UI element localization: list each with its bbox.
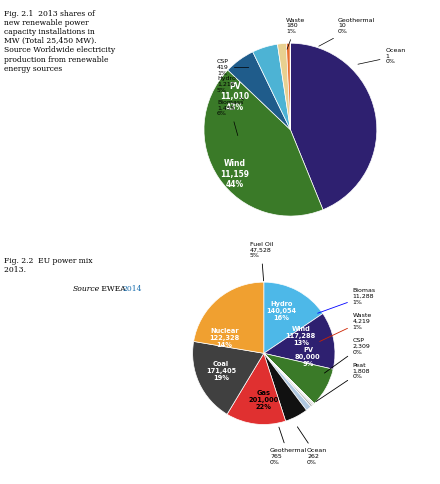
Text: PV
80,000
9%: PV 80,000 9%: [295, 347, 321, 367]
Text: Ocean
1
0%: Ocean 1 0%: [358, 48, 406, 64]
Wedge shape: [264, 353, 314, 405]
Text: Wind
117,288
13%: Wind 117,288 13%: [286, 326, 316, 346]
Text: Hydro
140,054
16%: Hydro 140,054 16%: [267, 301, 297, 320]
Text: Gas
201,000
22%: Gas 201,000 22%: [249, 390, 279, 409]
Wedge shape: [264, 353, 307, 421]
Wedge shape: [264, 353, 311, 410]
Wedge shape: [278, 43, 290, 130]
Text: Wind
11,159
44%: Wind 11,159 44%: [220, 159, 249, 189]
Wedge shape: [264, 282, 323, 353]
Text: Waste
4,219
1%: Waste 4,219 1%: [320, 313, 372, 341]
Wedge shape: [253, 44, 290, 130]
Wedge shape: [264, 353, 314, 404]
Text: Fuel Oil
47,528
5%: Fuel Oil 47,528 5%: [249, 242, 273, 281]
Text: Ocean
262
0%: Ocean 262 0%: [297, 427, 327, 465]
Wedge shape: [264, 353, 314, 404]
Text: Biomas
11,288
1%: Biomas 11,288 1%: [318, 288, 376, 313]
Text: Waste
180
1%: Waste 180 1%: [286, 17, 305, 49]
Wedge shape: [194, 282, 264, 353]
Wedge shape: [264, 353, 333, 404]
Text: Geothermal
10
0%: Geothermal 10 0%: [319, 17, 375, 46]
Text: CSP
419
1%: CSP 419 1%: [217, 59, 249, 76]
Text: Hydro
1,216
5%: Hydro 1,216 5%: [217, 76, 243, 100]
Wedge shape: [264, 314, 335, 369]
Wedge shape: [286, 43, 290, 130]
Text: Fig. 2.2  EU power mix
2013.: Fig. 2.2 EU power mix 2013.: [4, 257, 93, 274]
Text: Geothermal
765
0%: Geothermal 765 0%: [270, 427, 308, 465]
Wedge shape: [264, 353, 312, 407]
Wedge shape: [228, 52, 290, 130]
Text: Nuclear
122,328
14%: Nuclear 122,328 14%: [209, 328, 240, 348]
Text: Fig. 2.1  2013 shares of
new renewable power
capacity installations in
MW (Total: Fig. 2.1 2013 shares of new renewable po…: [4, 10, 116, 73]
Text: Biomass
1,455
6%: Biomass 1,455 6%: [217, 100, 243, 136]
Text: Source: Source: [73, 285, 100, 293]
Wedge shape: [193, 341, 264, 414]
Text: 2014: 2014: [123, 285, 142, 293]
Text: CSP
2,309
0%: CSP 2,309 0%: [324, 338, 370, 373]
Wedge shape: [204, 70, 323, 216]
Wedge shape: [227, 353, 286, 424]
Wedge shape: [264, 353, 313, 405]
Text: PV
11,010
43%: PV 11,010 43%: [220, 82, 249, 112]
Text: EWEA: EWEA: [99, 285, 128, 293]
Text: Peat
1,808
0%: Peat 1,808 0%: [316, 363, 370, 402]
Text: Coal
171,405
19%: Coal 171,405 19%: [206, 361, 236, 381]
Wedge shape: [290, 43, 377, 210]
